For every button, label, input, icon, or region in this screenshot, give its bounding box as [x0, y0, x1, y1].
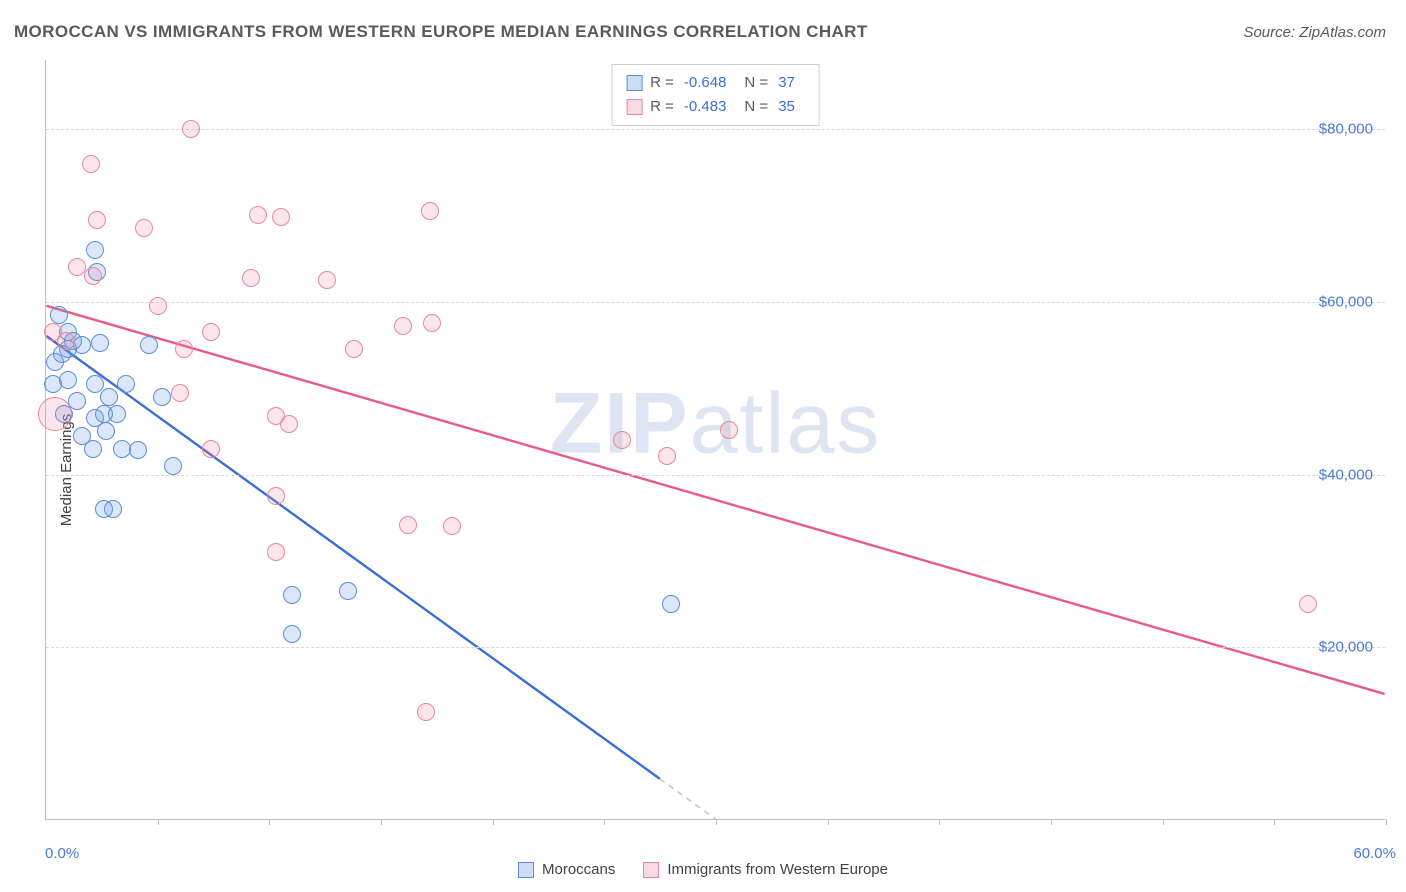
- data-point: [658, 447, 676, 465]
- data-point: [242, 269, 260, 287]
- chart-container: Median Earnings ZIPatlas R =-0.648N =37R…: [0, 60, 1406, 880]
- x-tick: [604, 819, 605, 825]
- stat-label: R =: [650, 71, 674, 95]
- data-point: [1299, 595, 1317, 613]
- x-tick: [828, 819, 829, 825]
- data-point: [149, 297, 167, 315]
- x-tick: [381, 819, 382, 825]
- data-point: [421, 202, 439, 220]
- x-tick: [1274, 819, 1275, 825]
- data-point: [164, 457, 182, 475]
- legend-label: Immigrants from Western Europe: [667, 861, 888, 878]
- x-tick: [158, 819, 159, 825]
- stats-legend-box: R = -0.648 N = 37 R = -0.483 N = 35: [611, 64, 820, 126]
- data-point: [613, 431, 631, 449]
- stat-n-value: 37: [776, 71, 805, 95]
- data-point: [108, 405, 126, 423]
- data-point: [318, 271, 336, 289]
- data-point: [84, 267, 102, 285]
- x-tick: [716, 819, 717, 825]
- data-point: [345, 340, 363, 358]
- data-point: [140, 336, 158, 354]
- data-point: [267, 543, 285, 561]
- data-point: [153, 388, 171, 406]
- data-point: [182, 120, 200, 138]
- trend-lines-layer: [46, 60, 1385, 819]
- stat-r-value: -0.648: [682, 71, 737, 95]
- legend-label: Moroccans: [542, 861, 615, 878]
- data-point: [38, 397, 72, 431]
- stat-label: N =: [744, 95, 768, 119]
- data-point: [171, 384, 189, 402]
- grid-line: [46, 647, 1385, 648]
- y-tick-label: $80,000: [1319, 121, 1373, 138]
- chart-title: MOROCCAN VS IMMIGRANTS FROM WESTERN EURO…: [14, 22, 868, 42]
- data-point: [86, 241, 104, 259]
- data-point: [82, 155, 100, 173]
- source-credit: Source: ZipAtlas.com: [1243, 24, 1386, 41]
- data-point: [97, 422, 115, 440]
- data-point: [50, 306, 68, 324]
- data-point: [423, 314, 441, 332]
- x-axis-min-label: 0.0%: [45, 845, 79, 862]
- legend-swatch: [643, 862, 659, 878]
- data-point: [104, 500, 122, 518]
- data-point: [443, 517, 461, 535]
- y-tick-label: $20,000: [1319, 639, 1373, 656]
- data-point: [117, 375, 135, 393]
- data-point: [59, 371, 77, 389]
- data-point: [202, 323, 220, 341]
- data-point: [88, 211, 106, 229]
- grid-line: [46, 129, 1385, 130]
- data-point: [46, 353, 64, 371]
- data-point: [84, 440, 102, 458]
- data-point: [202, 440, 220, 458]
- data-point: [267, 487, 285, 505]
- data-point: [249, 206, 267, 224]
- data-point: [129, 441, 147, 459]
- stat-n-value: 35: [776, 95, 805, 119]
- x-tick: [939, 819, 940, 825]
- data-point: [394, 317, 412, 335]
- data-point: [175, 340, 193, 358]
- legend-swatch: [626, 75, 642, 91]
- legend-item: Immigrants from Western Europe: [643, 861, 888, 878]
- data-point: [339, 582, 357, 600]
- legend-swatch: [518, 862, 534, 878]
- data-point: [272, 208, 290, 226]
- plot-area: ZIPatlas R = -0.648 N = 37 R = -0.483 N = 35 $2…: [45, 60, 1385, 820]
- series-legend: Moroccans Immigrants from Western Europe: [0, 861, 1406, 878]
- data-point: [135, 219, 153, 237]
- grid-line: [46, 475, 1385, 476]
- y-tick-label: $40,000: [1319, 466, 1373, 483]
- stat-r-value: -0.483: [682, 95, 737, 119]
- stats-legend-row: R = -0.483 N = 35: [626, 95, 805, 119]
- stat-label: N =: [744, 71, 768, 95]
- data-point: [283, 625, 301, 643]
- legend-swatch: [626, 99, 642, 115]
- data-point: [100, 388, 118, 406]
- x-tick: [493, 819, 494, 825]
- data-point: [399, 516, 417, 534]
- x-tick: [269, 819, 270, 825]
- stats-legend-row: R = -0.648 N = 37: [626, 71, 805, 95]
- grid-line: [46, 302, 1385, 303]
- data-point: [91, 334, 109, 352]
- x-tick: [1163, 819, 1164, 825]
- data-point: [280, 415, 298, 433]
- stat-label: R =: [650, 95, 674, 119]
- y-tick-label: $60,000: [1319, 293, 1373, 310]
- data-point: [662, 595, 680, 613]
- x-tick: [1051, 819, 1052, 825]
- data-point: [417, 703, 435, 721]
- data-point: [283, 586, 301, 604]
- x-axis-max-label: 60.0%: [1353, 845, 1396, 862]
- data-point: [57, 332, 75, 350]
- data-point: [720, 421, 738, 439]
- watermark: ZIPatlas: [550, 375, 881, 474]
- legend-item: Moroccans: [518, 861, 615, 878]
- x-tick: [1386, 819, 1387, 825]
